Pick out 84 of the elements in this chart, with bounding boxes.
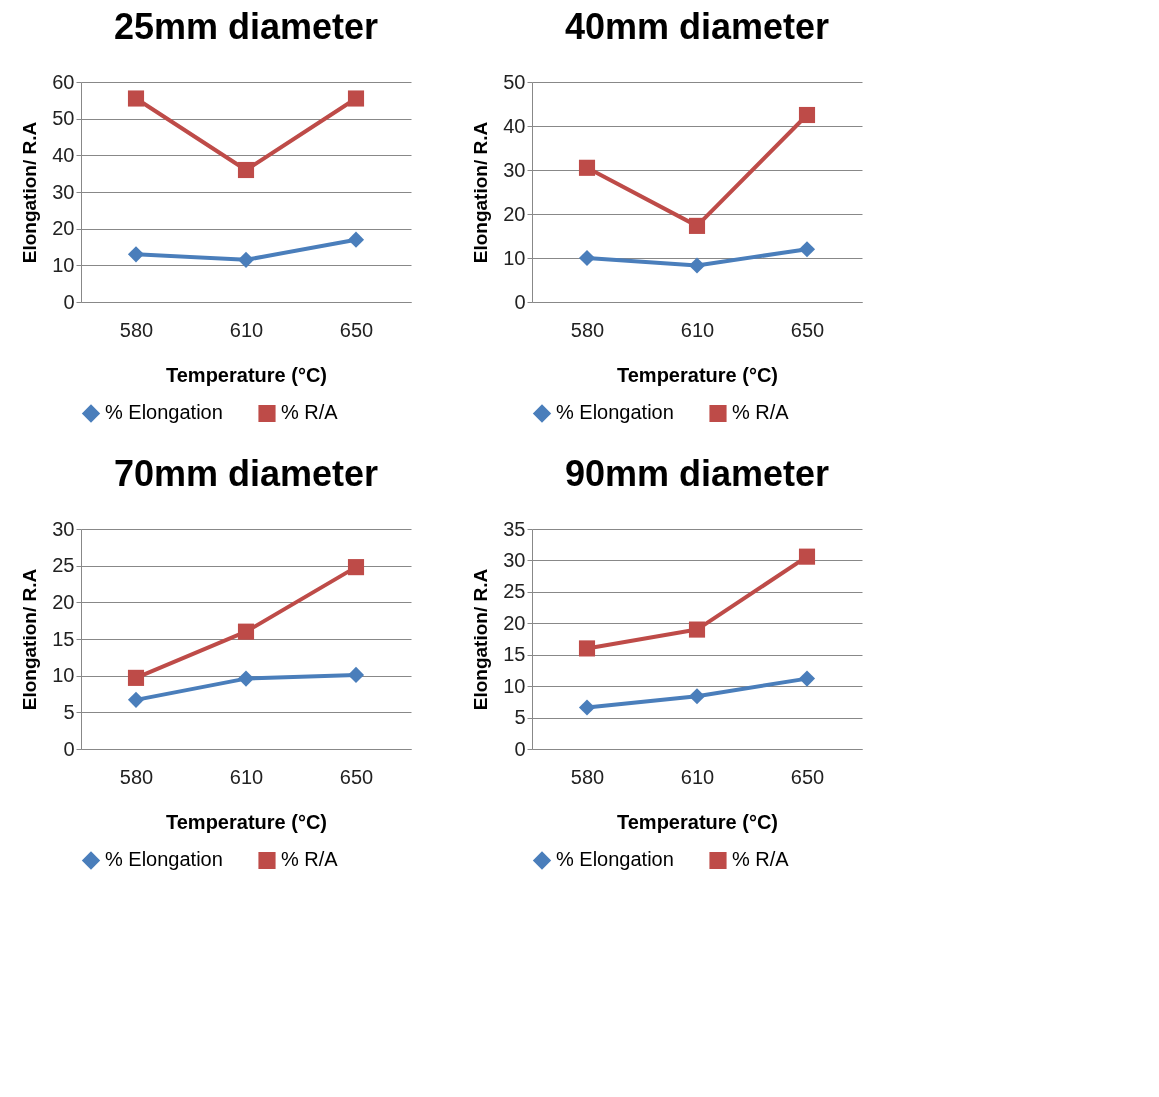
- y-tick-label: 25: [503, 580, 526, 603]
- point: [688, 217, 706, 234]
- x-axis-title: Temperature (°C): [617, 363, 778, 386]
- chart-title: 70mm diameter: [113, 453, 379, 494]
- y-tick-label: 20: [503, 202, 526, 225]
- y-tick-label: 10: [52, 664, 75, 687]
- y-tick-label: 10: [503, 246, 526, 269]
- y-tick-label: 5: [63, 700, 75, 723]
- point: [688, 621, 706, 638]
- legend-label: % Elongation: [105, 401, 223, 424]
- point: [237, 623, 255, 640]
- y-tick-label: 5: [514, 706, 526, 729]
- y-tick-label: 35: [503, 517, 526, 540]
- x-tick-label: 580: [570, 318, 605, 341]
- chart-title: 40mm diameter: [564, 6, 830, 47]
- point: [347, 90, 365, 107]
- y-tick-label: 50: [52, 107, 75, 130]
- legend-label: % Elongation: [556, 848, 674, 871]
- x-axis-title: Temperature (°C): [166, 363, 327, 386]
- y-tick-label: 40: [52, 143, 75, 166]
- y-tick-label: 0: [63, 737, 75, 760]
- point: [237, 251, 255, 268]
- point: [578, 249, 596, 267]
- x-tick-label: 650: [339, 765, 374, 788]
- x-axis-title: Temperature (°C): [166, 810, 327, 833]
- legend-label: % Elongation: [556, 401, 674, 424]
- point: [798, 106, 816, 124]
- y-tick-label: 30: [503, 158, 526, 181]
- point: [347, 666, 365, 683]
- point: [237, 161, 255, 179]
- y-tick-label: 0: [63, 290, 75, 313]
- y-axis-title: Elongation/ R.A: [19, 121, 41, 264]
- legend-label: % R/A: [732, 848, 790, 871]
- x-tick-label: 580: [570, 765, 605, 788]
- y-tick-label: 0: [514, 737, 526, 760]
- point: [688, 688, 706, 705]
- point: [127, 90, 145, 107]
- x-tick-label: 610: [680, 318, 715, 341]
- y-tick-label: 40: [503, 114, 526, 137]
- y-tick-label: 0: [514, 290, 526, 313]
- point: [578, 699, 596, 716]
- point: [688, 257, 706, 274]
- point: [798, 670, 816, 687]
- legend-label: % R/A: [732, 401, 790, 424]
- point: [578, 159, 596, 176]
- x-tick-label: 610: [229, 765, 264, 788]
- y-tick-label: 20: [52, 590, 75, 613]
- y-tick-label: 15: [52, 627, 75, 650]
- x-tick-label: 650: [790, 318, 825, 341]
- y-tick-label: 60: [52, 70, 75, 93]
- chart-title: 90mm diameter: [564, 453, 830, 494]
- legend-label: % R/A: [281, 848, 339, 871]
- point: [578, 640, 596, 657]
- x-axis-title: Temperature (°C): [617, 810, 778, 833]
- x-tick-label: 610: [680, 765, 715, 788]
- point: [127, 691, 145, 708]
- point: [127, 669, 145, 686]
- point: [798, 241, 816, 258]
- x-tick-label: 580: [119, 765, 154, 788]
- y-tick-label: 30: [52, 517, 75, 540]
- x-tick-label: 650: [339, 318, 374, 341]
- legend-label: % R/A: [281, 401, 339, 424]
- point: [347, 231, 365, 248]
- y-tick-label: 30: [52, 180, 75, 203]
- y-tick-label: 25: [52, 554, 75, 577]
- y-axis-title: Elongation/ R.A: [470, 121, 492, 264]
- y-tick-label: 10: [52, 253, 75, 276]
- y-tick-label: 20: [503, 611, 526, 634]
- point: [237, 670, 255, 687]
- legend-label: % Elongation: [105, 848, 223, 871]
- x-tick-label: 610: [229, 318, 264, 341]
- y-tick-label: 20: [52, 217, 75, 240]
- point: [347, 559, 365, 576]
- y-tick-label: 50: [503, 70, 526, 93]
- y-tick-label: 30: [503, 548, 526, 571]
- point: [798, 548, 816, 565]
- y-axis-title: Elongation/ R.A: [470, 568, 492, 711]
- y-tick-label: 10: [503, 674, 526, 697]
- y-axis-title: Elongation/ R.A: [19, 568, 41, 711]
- x-tick-label: 580: [119, 318, 154, 341]
- chart-title: 25mm diameter: [113, 6, 379, 47]
- point: [127, 246, 145, 263]
- y-tick-label: 15: [503, 643, 526, 666]
- x-tick-label: 650: [790, 765, 825, 788]
